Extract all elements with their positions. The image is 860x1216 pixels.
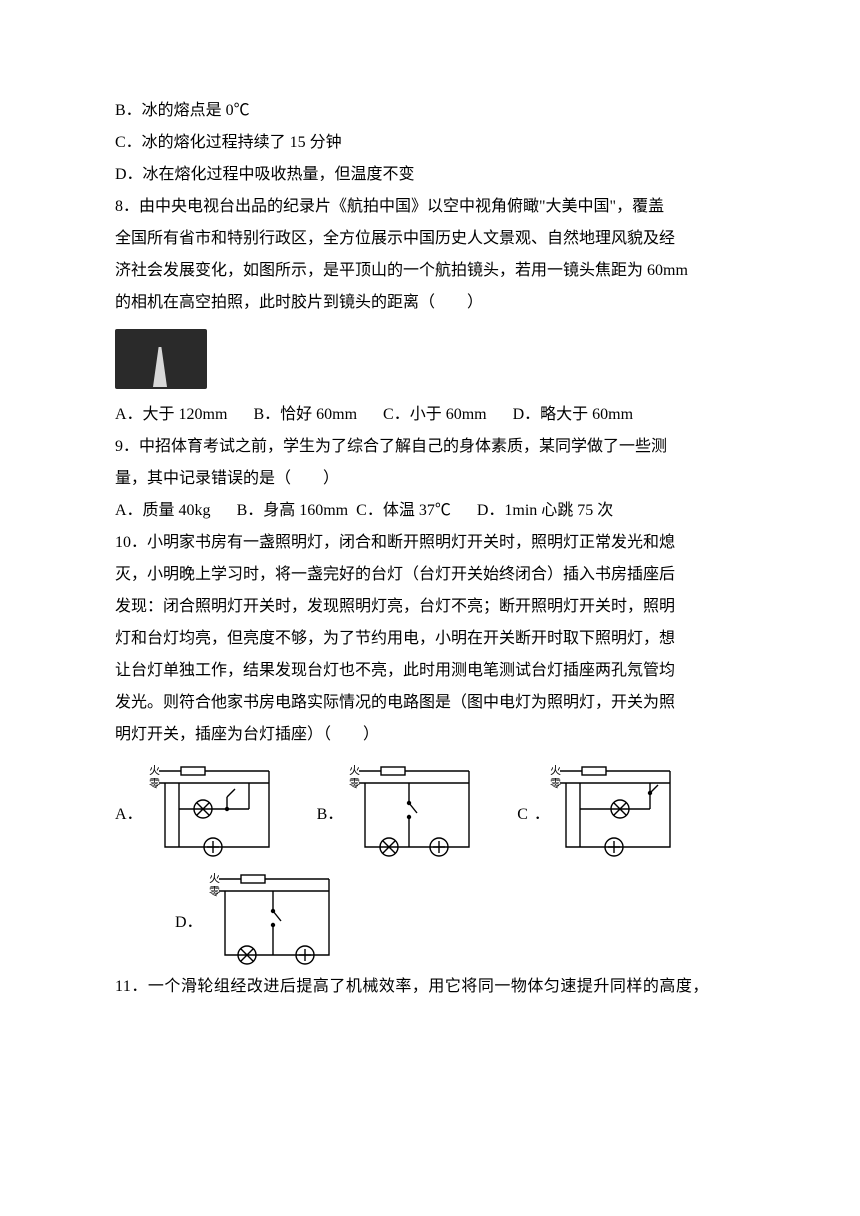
- q10-group-c: C ．: [517, 759, 680, 859]
- q10-stem-line-6: 发光。则符合他家书房电路实际情况的电路图是（图中电灯为照明灯，开关为照: [115, 687, 750, 719]
- q10-label-d: D．: [175, 907, 203, 939]
- neutral-label: 零: [349, 777, 360, 790]
- neutral-label: 零: [149, 777, 160, 790]
- q8-option-c: C．小于 60mm: [383, 399, 487, 431]
- q9-option-d: D．1min 心跳 75 次: [477, 495, 613, 527]
- q7-option-b: B．冰的熔点是 0℃: [115, 95, 750, 127]
- q10-stem-line-4: 灯和台灯均亮，但亮度不够，为了节约用电，小明在开关断开时取下照明灯，想: [115, 623, 750, 655]
- q7-option-d: D．冰在熔化过程中吸收热量，但温度不变: [115, 159, 750, 191]
- live-label: 火: [550, 765, 561, 777]
- q10-stem-line-7: 明灯开关，插座为台灯插座）（ ）: [115, 719, 750, 751]
- q10-stem-line-2: 灭，小明晚上学习时，将一盏完好的台灯（台灯开关始终闭合）插入书房插座后: [115, 559, 750, 591]
- q8-stem-line-3: 济社会发展变化，如图所示，是平顶山的一个航拍镜头，若用一镜头焦距为 60mm: [115, 255, 750, 287]
- q8-stem-line-2: 全国所有省市和特别行政区，全方位展示中国历史人文景观、自然地理风貌及经: [115, 223, 750, 255]
- q9-option-a: A．质量 40kg: [115, 495, 211, 527]
- circuit-diagram-d: 火 零: [209, 867, 339, 967]
- q10-stem-line-3: 发现：闭合照明灯开关时，发现照明灯亮，台灯不亮；断开照明灯开关时，照明: [115, 591, 750, 623]
- q11-stem-line-1: 11．一个滑轮组经改进后提高了机械效率，用它将同一物体匀速提升同样的高度，: [115, 971, 750, 1003]
- q8-options: A．大于 120mm B．恰好 60mm C．小于 60mm D．略大于 60m…: [115, 399, 750, 431]
- q10-label-b: B．: [317, 799, 344, 831]
- live-label: 火: [209, 873, 220, 885]
- q10-label-c: C: [517, 799, 528, 831]
- q8-option-a: A．大于 120mm: [115, 399, 227, 431]
- q8-stem-line-1: 8．由中央电视台出品的纪录片《航拍中国》以空中视角俯瞰"大美中国"，覆盖: [115, 191, 750, 223]
- q8-stem-line-4: 的相机在高空拍照，此时胶片到镜头的距离（ ）: [115, 287, 750, 319]
- q10-stem-line-1: 10．小明家书房有一盏照明灯，闭合和断开照明灯开关时，照明灯正常发光和熄: [115, 527, 750, 559]
- q10-group-d: D．: [175, 867, 339, 967]
- neutral-label: 零: [550, 777, 561, 790]
- q9-option-c: C．体温 37℃: [356, 495, 451, 527]
- circuit-diagram-c: 火 零: [550, 759, 680, 859]
- neutral-label: 零: [209, 885, 220, 898]
- live-label: 火: [149, 765, 160, 777]
- q9-option-b: B．身高 160mm: [237, 495, 349, 527]
- q10-circuit-row-1: A．: [115, 759, 750, 859]
- q9-stem-line-1: 9．中招体育考试之前，学生为了综合了解自己的身体素质，某同学做了一些测: [115, 431, 750, 463]
- q10-label-c-dot: ．: [534, 799, 550, 831]
- q10-stem-line-5: 让台灯单独工作，结果发现台灯也不亮，此时用测电笔测试台灯插座两孔氖管均: [115, 655, 750, 687]
- circuit-diagram-b: 火 零: [349, 759, 479, 859]
- circuit-diagram-a: 火 零: [149, 759, 279, 859]
- aerial-photo-thumbnail: [115, 329, 207, 389]
- q10-group-b: B．: [317, 759, 480, 859]
- q10-circuit-row-2: D．: [115, 867, 750, 967]
- q9-options: A．质量 40kg B．身高 160mm C．体温 37℃ D．1min 心跳 …: [115, 495, 750, 527]
- q8-option-d: D．略大于 60mm: [513, 399, 633, 431]
- q10-group-a: A．: [115, 759, 279, 859]
- q9-stem-line-2: 量，其中记录错误的是（ ）: [115, 463, 750, 495]
- live-label: 火: [349, 765, 360, 777]
- q10-label-a: A．: [115, 799, 143, 831]
- q8-option-b: B．恰好 60mm: [253, 399, 357, 431]
- document-page: B．冰的熔点是 0℃ C．冰的熔化过程持续了 15 分钟 D．冰在熔化过程中吸收…: [0, 0, 860, 1216]
- q7-option-c: C．冰的熔化过程持续了 15 分钟: [115, 127, 750, 159]
